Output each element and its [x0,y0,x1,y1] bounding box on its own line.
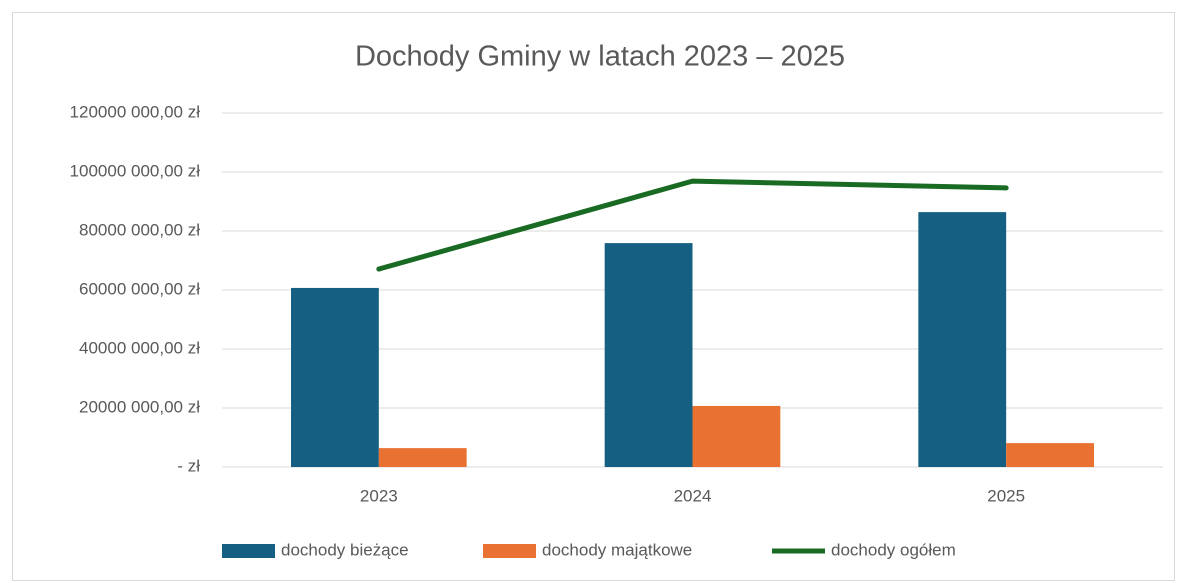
x-tick-label: 2025 [987,486,1025,505]
legend-label: dochody majątkowe [542,540,692,559]
bar [291,287,379,467]
x-tick-label: 2023 [360,486,398,505]
chart-title: Dochody Gminy w latach 2023 – 2025 [355,41,845,73]
line [376,178,1009,272]
legend-swatch [483,544,536,558]
y-tick-label: 40000 000,00 zł [79,338,200,357]
y-tick-label: - zł [177,456,200,475]
legend-label: dochody ogółem [831,540,956,559]
y-tick-label: 100000 000,00 zł [70,161,201,180]
legend-label: dochody bieżące [281,540,409,559]
y-tick-label: 60000 000,00 zł [79,279,200,298]
bar [604,243,693,467]
bar [1006,443,1094,467]
legend-swatch [222,544,275,558]
y-tick-label: 20000 000,00 zł [79,397,200,416]
bar [692,405,781,467]
y-tick-label: 80000 000,00 zł [79,220,200,239]
y-tick-label: 120000 000,00 zł [70,102,201,121]
x-tick-label: 2024 [674,486,712,505]
bar [918,212,1007,467]
bar [378,448,467,467]
